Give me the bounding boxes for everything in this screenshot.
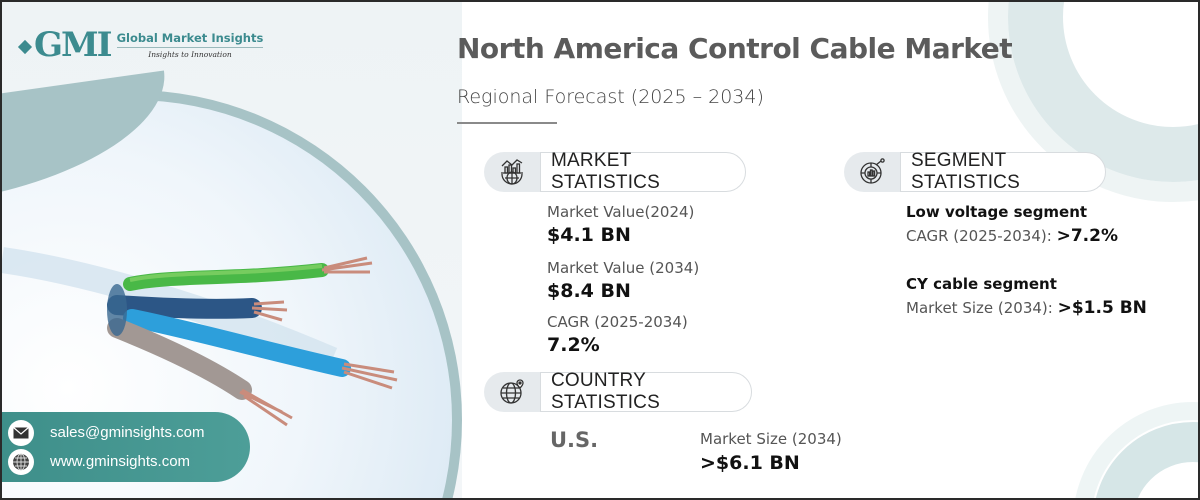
chart-globe-icon xyxy=(484,152,540,192)
contact-email[interactable]: sales@gminsights.com xyxy=(50,424,205,441)
segment-statistics-header: SEGMENT STATISTICS xyxy=(844,150,1106,193)
market-value-2024-label: Market Value(2024) xyxy=(547,203,695,221)
gmi-logo: GMI Global Market Insights Insights to I… xyxy=(17,28,264,62)
logo-text: Global Market Insights Insights to Innov… xyxy=(116,31,264,59)
segment-2-title: CY cable segment xyxy=(906,275,1057,293)
diamond-icon xyxy=(17,39,33,55)
market-value-2034-label: Market Value (2034) xyxy=(547,259,700,277)
market-statistics-title: MARKET STATISTICS xyxy=(540,150,746,193)
cable-illustration xyxy=(2,247,398,427)
segment-statistics-title: SEGMENT STATISTICS xyxy=(900,150,1106,193)
contact-website-row[interactable]: www.gminsights.com xyxy=(8,447,250,476)
market-value-2024-value: $4.1 BN xyxy=(547,224,631,246)
segment-1-title: Low voltage segment xyxy=(906,203,1088,221)
page-subtitle: Regional Forecast (2025 – 2034) xyxy=(457,86,764,108)
logo-mark: GMI xyxy=(17,28,113,62)
brand-name: Global Market Insights xyxy=(116,31,264,48)
title-divider xyxy=(457,122,557,124)
market-statistics-header: MARKET STATISTICS xyxy=(484,150,746,193)
pie-chart-icon xyxy=(844,152,900,192)
cagr-label: CAGR (2025-2034) xyxy=(547,313,688,331)
segment-1-value: >7.2% xyxy=(1056,226,1118,246)
country-metric-label: Market Size (2034) xyxy=(700,430,842,448)
brand-tagline: Insights to Innovation xyxy=(148,50,232,59)
globe-pin-icon xyxy=(484,372,540,412)
country-statistics-title: COUNTRY STATISTICS xyxy=(540,370,752,413)
globe-icon xyxy=(8,448,34,475)
segment-1-metric: CAGR (2025-2034): >7.2% xyxy=(906,226,1118,246)
segment-2-value: >$1.5 BN xyxy=(1057,298,1147,318)
contact-website[interactable]: www.gminsights.com xyxy=(50,453,191,470)
contact-panel: sales@gminsights.com www.gminsights.com xyxy=(2,412,250,482)
country-name: U.S. xyxy=(550,428,599,452)
market-value-2034-value: $8.4 BN xyxy=(547,280,631,302)
cagr-value: 7.2% xyxy=(547,334,600,356)
page-title: North America Control Cable Market xyxy=(457,32,1013,65)
country-statistics-header: COUNTRY STATISTICS xyxy=(484,370,752,413)
segment-2-metric: Market Size (2034): >$1.5 BN xyxy=(906,298,1147,318)
contact-email-row[interactable]: sales@gminsights.com xyxy=(8,418,250,447)
country-metric-value: >$6.1 BN xyxy=(700,452,800,474)
envelope-icon xyxy=(8,419,34,446)
